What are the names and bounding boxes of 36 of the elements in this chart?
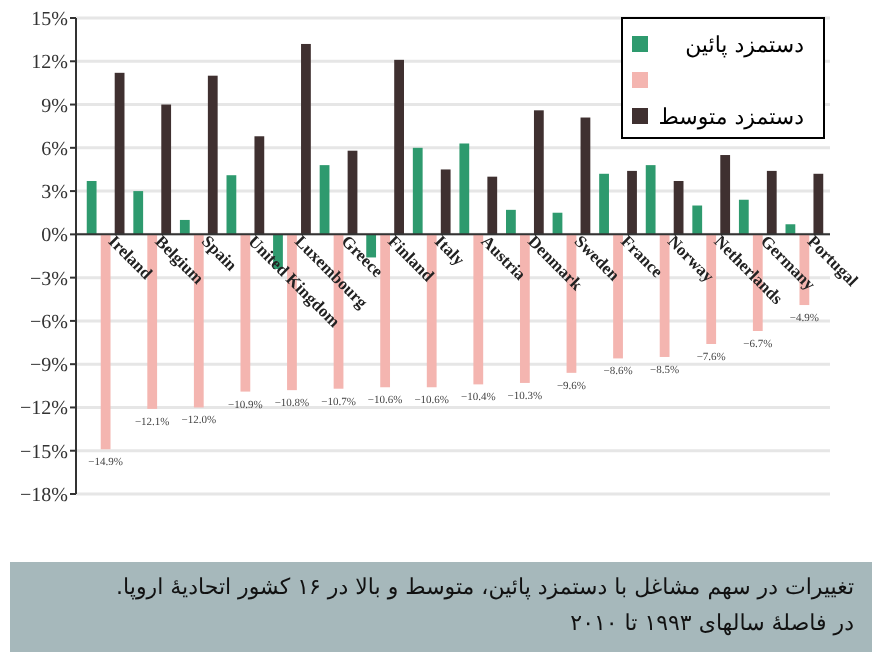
y-tick-label: −15% (20, 441, 68, 464)
bar (459, 143, 470, 235)
text: در فاصلهٔ سالهای ۱۹۹۳ تا ۲۰۱۰ (570, 610, 855, 636)
bar (613, 234, 623, 359)
bar (599, 173, 609, 235)
bar (100, 234, 111, 450)
y-tick-label: 3% (41, 182, 68, 205)
bar (519, 234, 530, 383)
bar (645, 165, 656, 235)
y-tick-label: −12% (20, 398, 68, 421)
bar (179, 219, 190, 235)
y-tick-label: 6% (41, 138, 68, 161)
y-tick-label: −18% (20, 485, 68, 507)
y-tick-label: 12% (31, 52, 68, 75)
bar (133, 191, 144, 235)
bar (86, 180, 97, 235)
bar (319, 165, 330, 235)
bar (473, 234, 484, 385)
legend-label: دستمزد پائین (685, 32, 805, 58)
legend-label: دستمزد متوسط (658, 104, 805, 130)
bar (692, 205, 703, 235)
y-tick-label: 15% (31, 9, 68, 31)
bar (738, 199, 749, 235)
y-tick-label: −6% (30, 311, 68, 334)
bar (412, 147, 423, 235)
y-tick-label: −3% (30, 268, 68, 291)
y-tick-label: 0% (41, 225, 68, 248)
text: تغییرات در سهم مشاغل با دستمزد پائین، متوسط و بالا در ۱۶ کشور اتحادیهٔ اروپا. (116, 574, 854, 600)
bar (240, 234, 251, 392)
bar (506, 209, 516, 235)
bar (380, 234, 391, 388)
y-tick-label: −9% (30, 355, 68, 378)
bar (659, 234, 670, 357)
y-tick-label: 9% (41, 95, 68, 118)
bar (366, 234, 377, 258)
bar (226, 175, 237, 235)
